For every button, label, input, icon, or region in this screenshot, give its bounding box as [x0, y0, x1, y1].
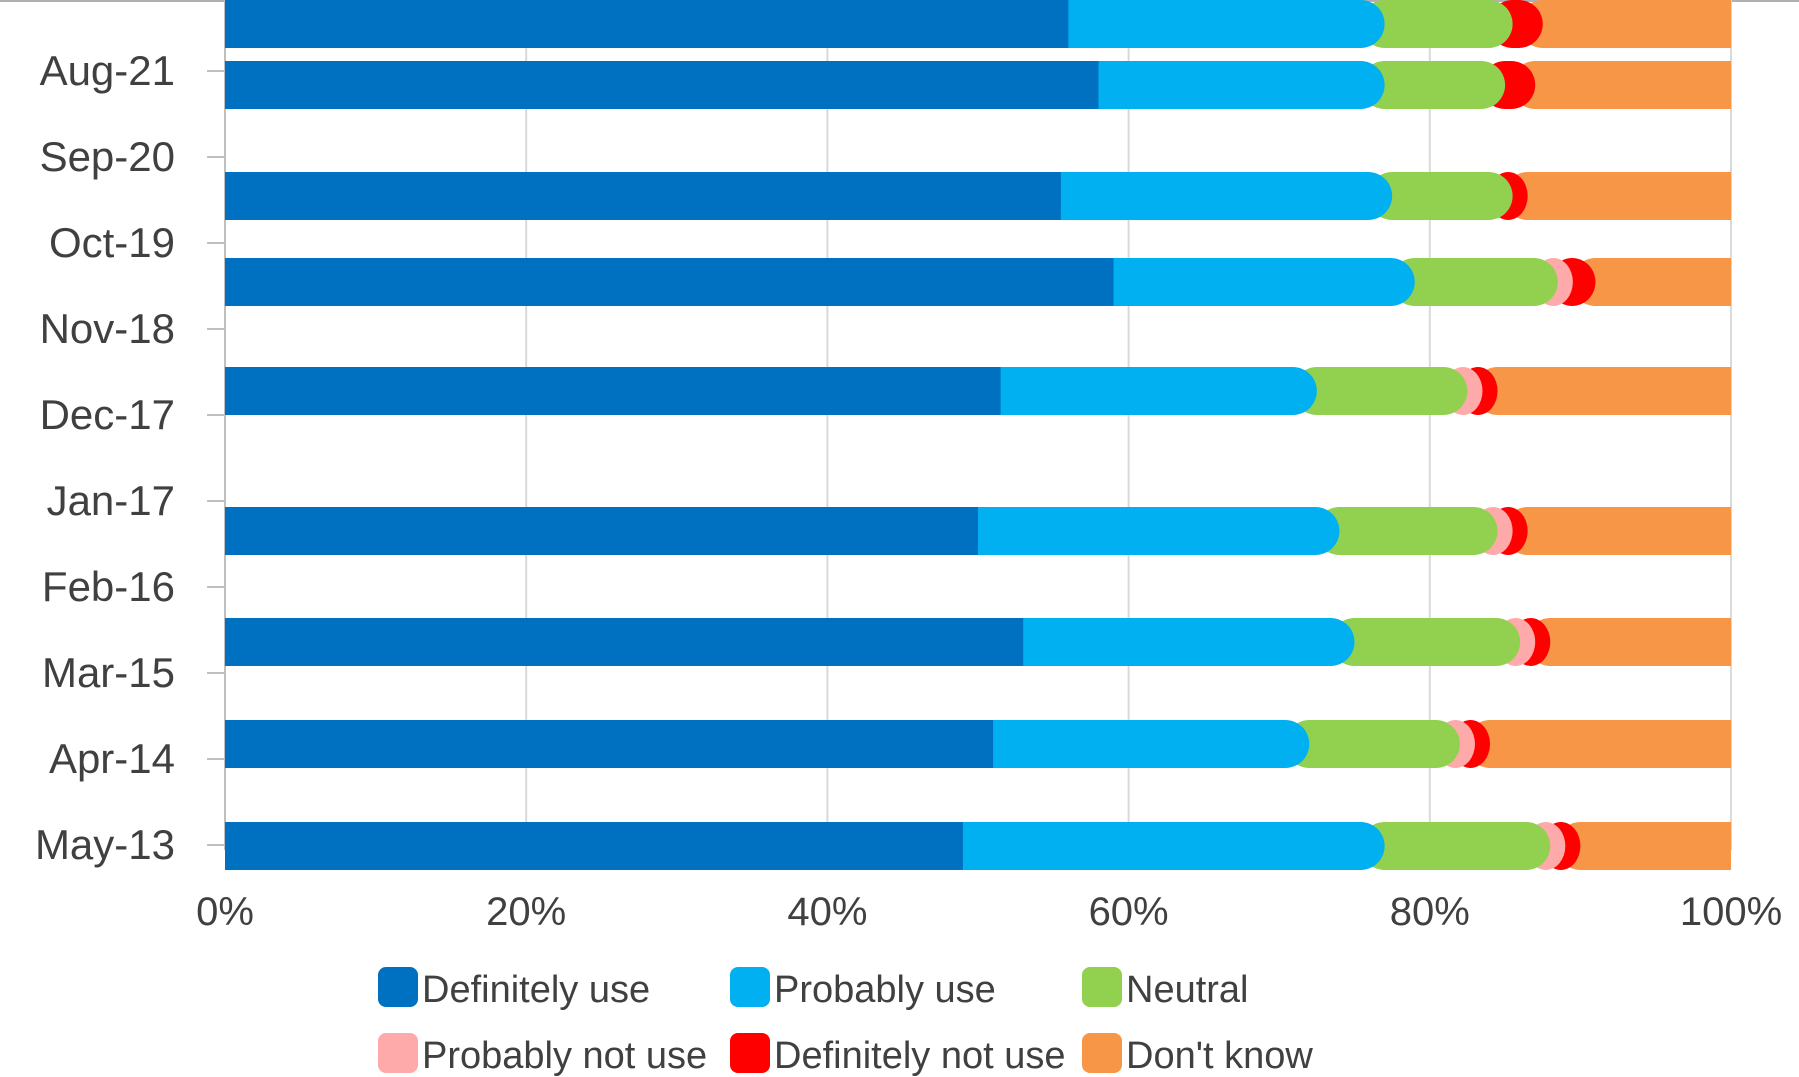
y-tick-label: Aug-21 — [40, 47, 175, 94]
bar-segment-definitely-use — [225, 367, 1001, 415]
legend-swatch — [1082, 1033, 1122, 1073]
bar-segment-neutral — [1360, 0, 1513, 48]
bar-segment-end — [1707, 618, 1731, 666]
bar-segment-don-t-know — [1571, 258, 1731, 306]
bar-segment-end — [1707, 0, 1731, 48]
bar-segment-neutral — [1390, 258, 1558, 306]
bar-segment-definitely-use — [225, 822, 963, 870]
bar-segment-definitely-use — [225, 258, 1114, 306]
bar-segment-start — [225, 720, 255, 768]
bar-segment-don-t-know — [1503, 507, 1731, 555]
bar-segment-start — [225, 61, 255, 109]
legend-label: Definitely not use — [774, 1035, 1066, 1077]
legend-swatch — [730, 1033, 770, 1073]
bar-segment-neutral — [1285, 720, 1460, 768]
legend-label: Neutral — [1126, 969, 1249, 1011]
bar-segment-start — [225, 0, 255, 48]
bar-segment-start — [225, 822, 255, 870]
bar-segment-definitely-use — [225, 720, 994, 768]
y-tick-label: Feb-16 — [42, 563, 175, 610]
bar-segment-start — [225, 172, 255, 220]
bar-segment-don-t-know — [1511, 61, 1731, 109]
x-tick-label: 0% — [196, 890, 254, 934]
bar-segment-don-t-know — [1503, 172, 1731, 220]
bar-segment-start — [225, 367, 255, 415]
bar-segment-definitely-use — [225, 61, 1099, 109]
bar-segment-neutral — [1360, 61, 1506, 109]
bar-segment-start — [225, 618, 255, 666]
bar-segment-end — [1707, 507, 1731, 555]
bar-segment-end — [1707, 258, 1731, 306]
y-tick-label: Sep-20 — [40, 133, 175, 180]
bar-segment-end — [1707, 822, 1731, 870]
bar-segment-probably-use — [1036, 172, 1393, 220]
bar-segment-definitely-use — [225, 172, 1061, 220]
legend-label: Probably use — [774, 969, 996, 1011]
y-tick-label: Dec-17 — [40, 391, 175, 438]
legend-label: Definitely use — [422, 969, 650, 1011]
legend-label: Probably not use — [422, 1035, 707, 1077]
bar-segment-neutral — [1292, 367, 1468, 415]
legend-swatch — [378, 1033, 418, 1073]
x-tick-label: 80% — [1390, 890, 1470, 934]
y-tick-label: Nov-18 — [40, 305, 175, 352]
bar-segment-don-t-know — [1518, 0, 1731, 48]
x-tick-label: 40% — [787, 890, 867, 934]
bar-segment-definitely-use — [225, 618, 1024, 666]
bar-segment-probably-use — [1074, 61, 1385, 109]
bar-segment-neutral — [1330, 618, 1521, 666]
legend-label: Don't know — [1126, 1035, 1313, 1077]
x-tick-label: 20% — [486, 890, 566, 934]
bar-segment-don-t-know — [1526, 618, 1731, 666]
bar-segment-probably-use — [954, 507, 1340, 555]
bar-segment-probably-use — [999, 618, 1355, 666]
x-tick-label: 60% — [1089, 890, 1169, 934]
bar-segment-definitely-use — [225, 0, 1069, 48]
y-tick-label: Apr-14 — [49, 735, 175, 782]
bar-segment-probably-use — [1089, 258, 1415, 306]
bar-segment-probably-use — [969, 720, 1310, 768]
bar-segment-probably-use — [938, 822, 1385, 870]
bar-segment-don-t-know — [1556, 822, 1731, 870]
bar-segment-end — [1707, 720, 1731, 768]
legend-swatch — [378, 967, 418, 1007]
bar-segment-start — [225, 258, 255, 306]
y-tick-label: Jan-17 — [47, 477, 175, 524]
bar-segment-end — [1707, 61, 1731, 109]
x-tick-label: 100% — [1680, 890, 1782, 934]
bar-segment-end — [1707, 172, 1731, 220]
bar-segment-probably-use — [976, 367, 1317, 415]
y-tick-label: Mar-15 — [42, 649, 175, 696]
bar-segment-neutral — [1368, 172, 1513, 220]
bar-segment-don-t-know — [1473, 367, 1731, 415]
bar-segment-end — [1707, 367, 1731, 415]
legend-swatch — [1082, 967, 1122, 1007]
bar-segment-neutral — [1360, 822, 1551, 870]
legend-swatch — [730, 967, 770, 1007]
bar-segment-neutral — [1315, 507, 1498, 555]
bar-segment-definitely-use — [225, 507, 978, 555]
bar-segment-don-t-know — [1466, 720, 1731, 768]
bar-segment-probably-use — [1044, 0, 1385, 48]
y-tick-label: May-13 — [35, 821, 175, 868]
y-tick-label: Oct-19 — [49, 219, 175, 266]
bar-segment-start — [225, 507, 255, 555]
